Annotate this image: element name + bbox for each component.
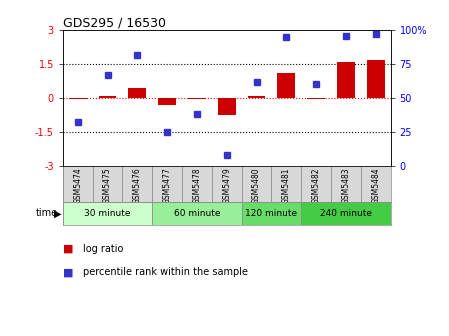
Text: ■: ■	[63, 267, 73, 277]
Bar	[242, 166, 272, 202]
Text: ▶: ▶	[54, 208, 62, 218]
Text: 240 minute: 240 minute	[320, 209, 372, 218]
Bar	[92, 166, 123, 202]
Bar	[337, 62, 355, 98]
Bar	[272, 166, 301, 202]
Text: 30 minute: 30 minute	[84, 209, 131, 218]
Text: GSM5482: GSM5482	[312, 168, 321, 204]
Text: GSM5483: GSM5483	[341, 168, 350, 204]
Bar	[182, 166, 212, 202]
Bar	[69, 98, 87, 99]
Bar	[277, 73, 295, 98]
Bar	[301, 166, 331, 202]
Bar	[307, 98, 325, 99]
Text: time: time	[36, 208, 58, 218]
Bar	[367, 59, 385, 98]
Text: 120 minute: 120 minute	[245, 209, 298, 218]
Text: GSM5475: GSM5475	[103, 168, 112, 204]
Bar	[188, 98, 206, 99]
Bar	[218, 98, 236, 115]
Bar	[158, 98, 176, 105]
Text: GSM5476: GSM5476	[133, 168, 142, 204]
Text: percentile rank within the sample: percentile rank within the sample	[83, 267, 248, 277]
Bar	[63, 202, 152, 225]
Bar	[301, 202, 391, 225]
Text: ■: ■	[63, 244, 73, 254]
Bar	[152, 166, 182, 202]
Bar	[99, 96, 116, 98]
Text: GDS295 / 16530: GDS295 / 16530	[63, 16, 166, 29]
Bar	[128, 88, 146, 98]
Bar	[152, 202, 242, 225]
Text: GSM5480: GSM5480	[252, 168, 261, 204]
Text: log ratio: log ratio	[83, 244, 123, 254]
Text: GSM5481: GSM5481	[282, 168, 291, 204]
Bar	[212, 166, 242, 202]
Text: GSM5484: GSM5484	[371, 168, 380, 204]
Text: 60 minute: 60 minute	[174, 209, 220, 218]
Bar	[63, 166, 92, 202]
Bar	[123, 166, 152, 202]
Bar	[331, 166, 361, 202]
Bar	[361, 166, 391, 202]
Bar	[242, 202, 301, 225]
Text: GSM5474: GSM5474	[73, 168, 82, 204]
Text: GSM5478: GSM5478	[193, 168, 202, 204]
Bar	[247, 96, 265, 98]
Text: GSM5477: GSM5477	[163, 168, 172, 204]
Text: GSM5479: GSM5479	[222, 168, 231, 204]
